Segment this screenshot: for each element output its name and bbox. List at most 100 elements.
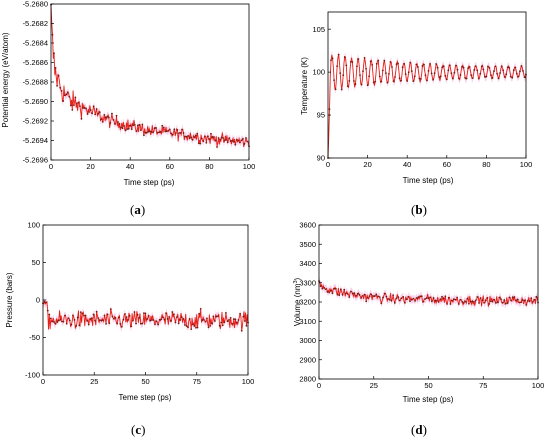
data-point-b <box>423 63 425 66</box>
data-point-a <box>213 136 215 138</box>
data-point-c <box>196 326 199 329</box>
data-point-a <box>245 137 247 139</box>
chart-panel-c: 0 25 50 75 100 -100 -50 0 50 100 Teme step (ps) P… <box>5 221 254 437</box>
data-point-b <box>432 78 434 81</box>
data-point-d <box>446 302 448 305</box>
data-point-c <box>65 322 68 325</box>
data-point-a <box>210 132 212 135</box>
data-point-d <box>319 285 322 288</box>
data-point-a <box>171 133 174 136</box>
data-point-c <box>78 324 81 327</box>
x-tick-label-c: 25 <box>90 377 98 386</box>
data-point-c <box>232 318 235 320</box>
data-point-c <box>111 315 114 318</box>
data-point-c <box>119 322 122 325</box>
data-point-a <box>219 138 221 141</box>
data-point-c <box>48 313 51 316</box>
data-point-c <box>130 325 133 328</box>
data-point-c <box>43 300 46 303</box>
data-point-a <box>136 124 139 127</box>
data-point-b <box>453 71 456 74</box>
data-point-c <box>154 323 156 326</box>
data-point-b <box>476 69 479 72</box>
data-point-d <box>343 288 346 291</box>
data-point-d <box>503 299 506 302</box>
data-point-c <box>165 312 167 315</box>
data-point-a <box>91 112 94 115</box>
data-point-b <box>522 70 524 72</box>
data-point-b <box>441 66 444 69</box>
data-point-c <box>212 315 215 318</box>
data-point-d <box>333 287 336 290</box>
data-point-b <box>519 70 521 73</box>
data-point-a <box>66 91 69 94</box>
data-point-b <box>506 66 509 69</box>
data-point-d <box>326 290 329 293</box>
data-point-c <box>179 319 182 321</box>
data-point-b <box>458 77 460 80</box>
data-point-b <box>413 75 416 78</box>
data-point-a <box>117 121 119 123</box>
data-point-b <box>359 74 361 77</box>
data-point-d <box>530 297 533 300</box>
data-point-c <box>133 311 136 313</box>
data-point-c <box>128 314 131 317</box>
error-band-d <box>319 277 538 311</box>
data-point-a <box>211 136 214 138</box>
data-point-c <box>202 318 205 321</box>
data-point-a <box>132 124 135 127</box>
data-point-b <box>404 73 407 76</box>
data-point-b <box>450 72 453 75</box>
data-point-d <box>496 301 499 304</box>
data-point-c <box>163 318 166 321</box>
data-point-d <box>432 297 435 299</box>
data-point-d <box>350 290 352 293</box>
data-point-d <box>420 295 423 298</box>
data-point-a <box>222 137 225 139</box>
data-point-a <box>56 84 58 87</box>
data-point-a <box>231 139 234 142</box>
data-point-b <box>427 70 430 72</box>
data-point-c <box>108 322 111 325</box>
data-point-b <box>360 83 363 86</box>
data-point-c <box>174 321 177 324</box>
data-point-a <box>92 105 95 108</box>
data-point-d <box>380 302 383 305</box>
data-point-d <box>518 301 521 304</box>
data-point-d <box>328 291 331 294</box>
data-point-a <box>63 94 66 97</box>
data-point-b <box>430 72 433 75</box>
data-point-b <box>334 88 337 91</box>
data-point-c <box>73 318 76 321</box>
plot-area-d: 0 25 50 75 100 2800 2900 3000 3100 3200 3300 3400 35… <box>299 221 544 390</box>
data-point-c <box>79 311 82 314</box>
data-point-b <box>433 72 436 75</box>
data-point-a <box>54 66 57 69</box>
data-point-c <box>105 322 107 325</box>
data-point-d <box>466 297 469 300</box>
chart-panel-d: 0 25 50 75 100 2800 2900 3000 3100 3200 3300 3400 35… <box>293 221 544 437</box>
data-point-a <box>100 118 103 121</box>
data-point-b <box>520 65 523 67</box>
data-point-b <box>488 67 491 69</box>
data-point-c <box>188 318 191 320</box>
data-point-d <box>331 292 334 295</box>
plot-area-a: 0 20 40 60 80 100 -5.2696 -5.2694 -5.2692 -5.2690… <box>23 0 256 171</box>
data-point-b <box>340 88 343 91</box>
data-point-a <box>176 129 179 131</box>
data-point-a <box>191 138 194 141</box>
data-point-d <box>468 302 470 305</box>
data-point-a <box>205 141 208 144</box>
data-point-b <box>467 67 470 70</box>
data-point-c <box>193 325 196 327</box>
data-point-b <box>420 78 422 80</box>
data-point-c <box>109 308 112 310</box>
data-point-d <box>424 298 427 300</box>
data-point-b <box>479 72 482 75</box>
plot-frame-c <box>42 224 249 376</box>
data-point-d <box>457 303 460 305</box>
data-point-b <box>351 61 354 63</box>
data-point-b <box>397 62 399 65</box>
y-axis-title-c: Pressure (bars) <box>5 272 14 327</box>
data-point-b <box>456 68 459 71</box>
